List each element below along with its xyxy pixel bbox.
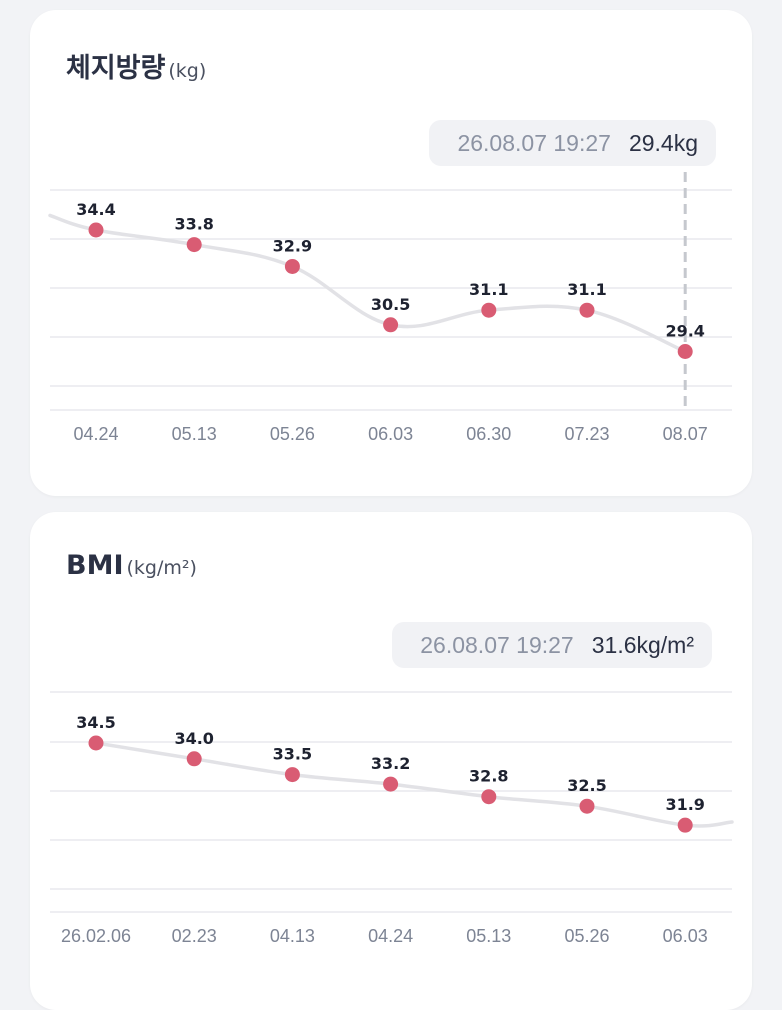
data-point [481,789,497,805]
data-point [677,344,693,359]
data-point [481,302,497,318]
tooltip-value: 31.6kg/m² [591,631,694,658]
data-point [186,237,202,253]
data-label: 34.4 [76,200,115,219]
unit-label: (kg/m²) [126,557,197,579]
data-point [88,222,104,238]
data-label: 32.5 [567,776,606,795]
x-tick-label: 02.23 [172,926,217,946]
tooltip-value: 29.4kg [628,129,698,156]
data-label: 33.8 [174,215,213,234]
data-label: 30.5 [371,295,410,314]
series-line [94,741,734,828]
data-point [88,735,104,751]
x-tick-label: 08.07 [663,424,708,444]
data-label: 29.4 [665,322,704,341]
x-tick-label: 05.13 [172,424,217,444]
x-tick-label: 06.30 [466,424,511,444]
data-label: 31.1 [567,280,606,299]
data-point [284,767,300,783]
bmi-line-chart[interactable]: 34.5 26.02.06 34.0 02.23 33.5 04.13 33.2 04.24 3… [30,512,752,1000]
tooltip-timestamp: 26.08.07 19:27 [457,129,611,156]
x-tick-label: 26.02.06 [61,926,131,946]
selected-point-tooltip: 26.08.07 19:27 29.4kg [429,120,716,166]
unit-label: (kg) [168,60,207,82]
data-label: 31.9 [665,795,704,814]
x-tick-label: 05.26 [564,926,609,946]
x-tick-label: 07.23 [564,424,609,444]
data-point [186,751,202,767]
data-label: 33.2 [371,754,410,773]
data-label: 34.0 [174,729,213,748]
data-label: 31.1 [469,280,508,299]
data-point [677,817,693,833]
x-tick-label: 04.24 [368,926,413,946]
data-point [284,258,300,274]
x-tick-label: 04.13 [270,926,315,946]
x-tick-label: 05.26 [270,424,315,444]
data-label: 32.9 [273,236,312,255]
x-tick-label: 04.24 [73,424,118,444]
data-point [579,302,595,318]
data-label: 34.5 [76,713,115,732]
card-title: BMI (kg/m²) [66,550,197,581]
data-label: 32.8 [469,767,508,786]
data-point [579,798,595,814]
body-fat-line-chart[interactable]: 34.4 04.24 33.8 05.13 32.9 05.26 30.5 06.03 31.1… [30,10,752,496]
x-tick-label: 06.03 [368,424,413,444]
data-label: 33.5 [273,745,312,764]
selected-point-tooltip: 26.08.07 19:27 31.6kg/m² [392,622,712,668]
x-tick-label: 05.13 [466,926,511,946]
bmi-card: BMI (kg/m²) 26.08.07 19:27 31.6kg/m² 34.5… [30,512,752,1010]
data-point [383,317,399,333]
x-tick-label: 06.03 [663,926,708,946]
tooltip-timestamp: 26.08.07 19:27 [420,631,574,658]
card-title: 체지방량 (kg) [66,53,207,84]
data-point [383,776,399,792]
body-fat-card: 체지방량 (kg) 26.08.07 19:27 29.4kg 34.4 04.24… [30,10,752,496]
